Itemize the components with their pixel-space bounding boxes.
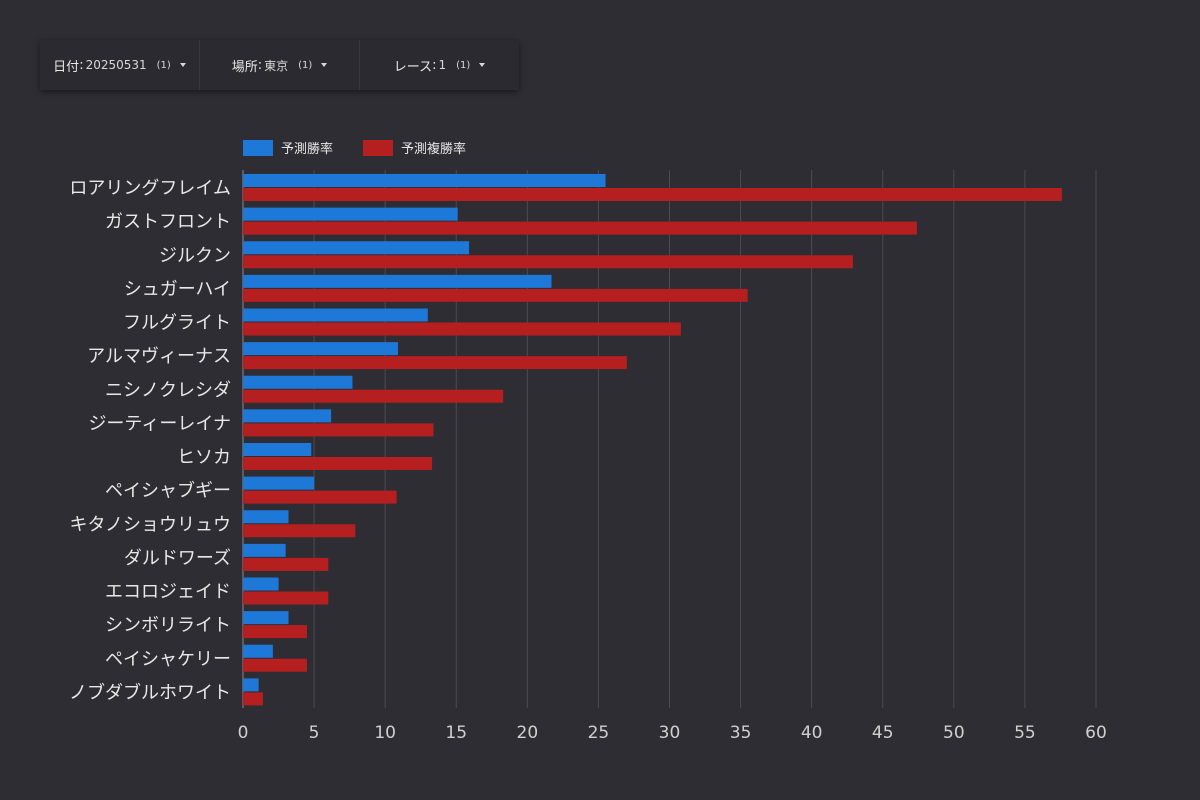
category-label-10: キタノショウリュウ bbox=[70, 514, 231, 535]
category-label-15: ノブダブルホワイト bbox=[69, 681, 231, 703]
bar-win-5[interactable] bbox=[243, 342, 398, 356]
filter-race-value: 1 bbox=[438, 58, 447, 72]
bar-win-13[interactable] bbox=[243, 611, 289, 625]
bar-place-1[interactable] bbox=[243, 221, 917, 235]
x-tick-label-6: 30 bbox=[659, 723, 681, 743]
filter-venue-label: 場所 bbox=[231, 59, 258, 75]
bar-win-8[interactable] bbox=[243, 443, 312, 456]
filter-bar: 日付: 20250531 (1) 場所: 東京 (1) レース: 1 (1) bbox=[40, 40, 519, 90]
bar-win-4[interactable] bbox=[243, 308, 428, 322]
x-tick-label-10: 50 bbox=[943, 723, 965, 743]
bar-win-14[interactable] bbox=[243, 644, 273, 658]
bar-place-6[interactable] bbox=[243, 389, 504, 403]
filter-venue-count: (1) bbox=[298, 59, 313, 71]
bar-place-10[interactable] bbox=[243, 524, 356, 538]
legend-swatch-0 bbox=[243, 140, 273, 156]
x-tick-label-8: 40 bbox=[801, 723, 823, 743]
chevron-down-icon bbox=[321, 63, 328, 67]
bar-place-9[interactable] bbox=[243, 490, 397, 504]
bar-win-10[interactable] bbox=[243, 510, 289, 524]
x-tick-label-2: 10 bbox=[374, 723, 396, 743]
bar-place-15[interactable] bbox=[243, 692, 263, 706]
filter-date[interactable]: 日付: 20250531 (1) bbox=[40, 40, 200, 90]
bar-place-0[interactable] bbox=[243, 188, 1062, 201]
category-label-3: シュガーハイ bbox=[124, 279, 231, 300]
x-tick-label-1: 5 bbox=[309, 723, 320, 743]
bar-win-2[interactable] bbox=[243, 241, 470, 255]
category-label-14: ペイシャケリー bbox=[105, 649, 231, 670]
filter-race-label: レース bbox=[393, 59, 433, 75]
legend-label-1: 予測複勝率 bbox=[401, 141, 466, 157]
bar-win-11[interactable] bbox=[243, 543, 286, 557]
bar-place-14[interactable] bbox=[243, 658, 307, 672]
bar-win-15[interactable] bbox=[243, 678, 259, 692]
category-label-1: ガストフロント bbox=[105, 212, 231, 233]
filter-race[interactable]: レース: 1 (1) bbox=[360, 40, 519, 90]
filter-venue-value: 東京 bbox=[264, 58, 289, 73]
x-tick-label-3: 15 bbox=[445, 723, 467, 743]
filter-race-count: (1) bbox=[456, 59, 471, 71]
filter-venue[interactable]: 場所: 東京 (1) bbox=[200, 40, 360, 90]
category-label-11: ダルドワーズ bbox=[124, 548, 231, 569]
bar-win-3[interactable] bbox=[243, 274, 552, 288]
filter-date-label: 日付 bbox=[53, 59, 80, 75]
bar-win-0[interactable] bbox=[243, 174, 606, 187]
filter-date-value: 20250531 bbox=[85, 58, 147, 72]
x-tick-label-5: 25 bbox=[588, 723, 610, 743]
legend-label-0: 予測勝率 bbox=[281, 141, 333, 157]
x-tick-label-11: 55 bbox=[1014, 723, 1036, 743]
bar-place-13[interactable] bbox=[243, 625, 307, 639]
bar-win-7[interactable] bbox=[243, 409, 332, 423]
x-tick-label-9: 45 bbox=[872, 723, 894, 743]
filter-date-count: (1) bbox=[156, 59, 171, 71]
category-label-12: エコロジェイド bbox=[105, 582, 231, 603]
legend-swatch-1 bbox=[363, 140, 393, 156]
bar-place-5[interactable] bbox=[243, 356, 627, 370]
category-label-6: ニシノクレシダ bbox=[105, 380, 231, 401]
bar-win-6[interactable] bbox=[243, 375, 353, 389]
bar-win-12[interactable] bbox=[243, 577, 279, 591]
bar-place-8[interactable] bbox=[243, 457, 433, 470]
bar-win-9[interactable] bbox=[243, 476, 315, 490]
bar-place-4[interactable] bbox=[243, 322, 681, 336]
category-label-2: ジルクン bbox=[159, 245, 231, 266]
x-tick-label-12: 60 bbox=[1085, 723, 1107, 743]
category-label-13: シンボリライト bbox=[105, 615, 231, 636]
bar-place-3[interactable] bbox=[243, 288, 748, 302]
x-tick-label-0: 0 bbox=[238, 723, 249, 743]
category-label-8: ヒソカ bbox=[177, 447, 231, 468]
category-label-5: アルマヴィーナス bbox=[87, 346, 231, 367]
bar-place-11[interactable] bbox=[243, 557, 329, 571]
chevron-down-icon bbox=[479, 63, 486, 67]
x-tick-label-4: 20 bbox=[517, 723, 539, 743]
bar-place-2[interactable] bbox=[243, 255, 853, 269]
category-label-9: ペイシャブギー bbox=[105, 480, 231, 502]
category-label-7: ジーティーレイナ bbox=[88, 413, 231, 434]
bar-place-12[interactable] bbox=[243, 591, 329, 605]
x-tick-label-7: 35 bbox=[730, 723, 752, 743]
category-label-4: フルグライト bbox=[123, 313, 231, 334]
bar-win-1[interactable] bbox=[243, 207, 458, 221]
chevron-down-icon bbox=[179, 63, 186, 67]
bar-place-7[interactable] bbox=[243, 423, 434, 437]
category-label-0: ロアリングフレイム bbox=[69, 178, 231, 199]
